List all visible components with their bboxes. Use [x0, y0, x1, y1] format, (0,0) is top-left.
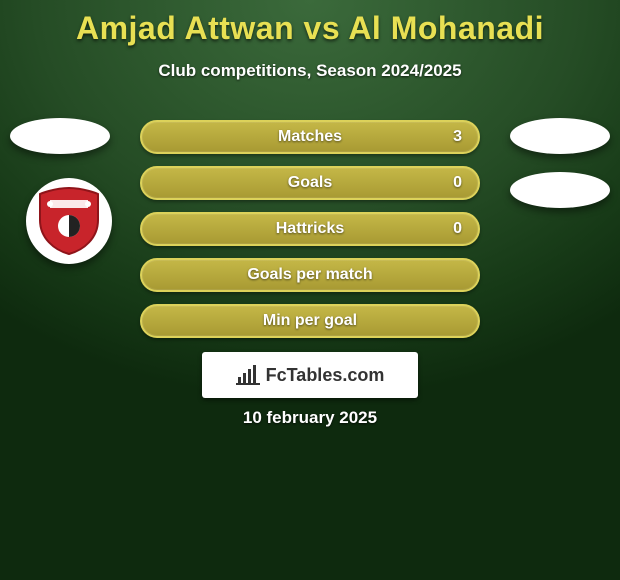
bar-chart-icon	[236, 365, 260, 385]
stat-label: Min per goal	[142, 306, 478, 336]
stat-row: Min per goal	[140, 304, 480, 338]
stat-label: Matches	[142, 122, 478, 152]
stat-row: Hattricks 0	[140, 212, 480, 246]
stat-label: Goals	[142, 168, 478, 198]
stat-label: Hattricks	[142, 214, 478, 244]
brand-badge: FcTables.com	[202, 352, 418, 398]
stat-label: Goals per match	[142, 260, 478, 290]
comparison-card: Amjad Attwan vs Al Mohanadi Club competi…	[0, 0, 620, 580]
club-shield-icon	[36, 186, 102, 256]
stats-rows: Matches 3 Goals 0 Hattricks 0 Goals per …	[140, 120, 480, 350]
club-right-photo	[510, 172, 610, 208]
footer-date: 10 february 2025	[0, 408, 620, 428]
stat-right-value: 3	[453, 122, 462, 152]
page-title: Amjad Attwan vs Al Mohanadi	[0, 0, 620, 47]
page-subtitle: Club competitions, Season 2024/2025	[0, 61, 620, 81]
brand-text: FcTables.com	[266, 365, 385, 386]
stat-row: Matches 3	[140, 120, 480, 154]
stat-row: Goals per match	[140, 258, 480, 292]
club-left-badge	[26, 178, 112, 264]
stat-right-value: 0	[453, 168, 462, 198]
player-right-photo	[510, 118, 610, 154]
player-left-photo	[10, 118, 110, 154]
stat-row: Goals 0	[140, 166, 480, 200]
stat-right-value: 0	[453, 214, 462, 244]
